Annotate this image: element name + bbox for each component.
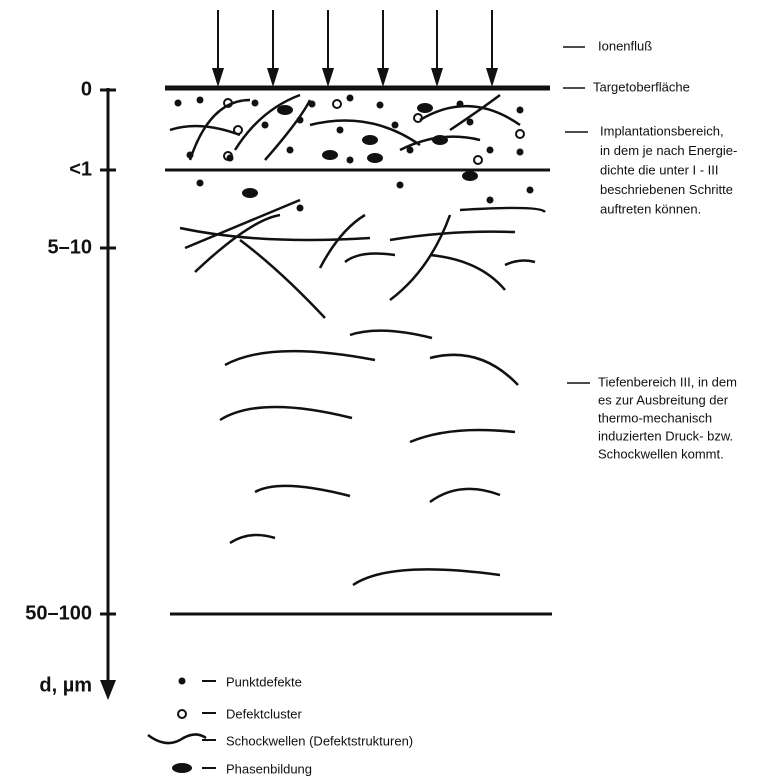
shock-wave [169, 124, 241, 137]
annotation-text: in dem je nach Energie- [600, 143, 737, 158]
depth-label: 50–100 [25, 602, 92, 624]
depth-label: 0 [81, 78, 92, 100]
shock-wave [229, 533, 276, 545]
annotation-text: Ionenfluß [598, 38, 652, 53]
legend-label: Schockwellen (Defektstrukturen) [226, 733, 413, 748]
legend-label: Phasenbildung [226, 761, 312, 776]
ion-arrowhead [377, 68, 389, 87]
shock-wave [389, 214, 452, 301]
legend-phase [172, 763, 192, 773]
shock-wave [239, 239, 326, 319]
annotation-text: Implantationsbereich, [600, 123, 724, 138]
shock-wave [349, 329, 433, 340]
point-defect [261, 121, 269, 129]
legend-label: Punktdefekte [226, 674, 302, 689]
point-defect [516, 106, 524, 114]
shock-wave [194, 213, 281, 273]
shock-wave [429, 353, 519, 386]
depth-label: 5–10 [48, 236, 93, 258]
defect-cluster [223, 151, 233, 161]
shock-wave [352, 568, 501, 587]
shock-wave [219, 405, 353, 422]
point-defect [196, 179, 204, 187]
depth-unit: d, µm [39, 674, 92, 696]
axis-arrow [100, 680, 116, 700]
ion-arrowhead [212, 68, 224, 87]
point-defect [526, 186, 534, 194]
point-defect [346, 156, 354, 164]
point-defect [466, 118, 474, 126]
annotation-text: beschriebenen Schritte [600, 182, 733, 197]
shock-wave [504, 259, 536, 267]
legend-wave [147, 733, 207, 745]
shock-wave [233, 93, 301, 151]
point-defect [486, 196, 494, 204]
annotation-text: Targetoberfläche [593, 79, 690, 94]
point-defect [174, 99, 182, 107]
shock-wave [459, 206, 547, 213]
shock-wave [179, 226, 371, 242]
shock-wave [309, 119, 421, 147]
point-defect [296, 204, 304, 212]
shock-wave [409, 428, 516, 444]
ion-arrowhead [486, 68, 498, 87]
shock-wave [254, 484, 351, 498]
phase-formation [362, 135, 378, 145]
defect-cluster [515, 129, 525, 139]
shock-wave [318, 213, 366, 269]
annotation-text: Tiefenbereich III, in dem [598, 374, 737, 389]
phase-formation [242, 188, 258, 198]
annotation-text: es zur Ausbreitung der [598, 392, 729, 407]
point-defect [308, 100, 316, 108]
point-defect [196, 96, 204, 104]
defect-cluster [332, 99, 342, 109]
ion-arrowhead [431, 68, 443, 87]
phase-formation [417, 103, 433, 113]
ion-arrowhead [322, 68, 334, 87]
point-defect [286, 146, 294, 154]
shock-wave [429, 253, 506, 291]
shock-wave [344, 252, 396, 264]
point-defect [486, 146, 494, 154]
shock-wave [429, 487, 501, 504]
point-defect [406, 146, 414, 154]
point-defect [516, 148, 524, 156]
ion-arrowhead [267, 68, 279, 87]
shock-wave [449, 93, 501, 132]
point-defect [346, 94, 354, 102]
shock-wave [184, 198, 301, 250]
point-defect [391, 121, 399, 129]
shock-wave [224, 349, 376, 367]
phase-formation [462, 171, 478, 181]
legend-cluster [177, 709, 187, 719]
annotation-text: dichte die unter I - III [600, 162, 719, 177]
shock-wave [399, 135, 481, 152]
point-defect [396, 181, 404, 189]
point-defect [336, 126, 344, 134]
shock-wave [188, 98, 251, 161]
shock-wave [389, 230, 516, 242]
legend-label: Defektcluster [226, 706, 303, 721]
depth-label: <1 [69, 158, 92, 180]
annotation-text: auftreten können. [600, 201, 701, 216]
defect-cluster [473, 155, 483, 165]
phase-formation [277, 105, 293, 115]
phase-formation [322, 150, 338, 160]
point-defect [251, 99, 259, 107]
annotation-text: Schockwellen kommt. [598, 446, 724, 461]
legend-point [178, 677, 186, 685]
annotation-text: thermo-mechanisch [598, 410, 712, 425]
phase-formation [367, 153, 383, 163]
point-defect [376, 101, 384, 109]
shock-wave [264, 99, 312, 161]
annotation-text: induzierten Druck- bzw. [598, 428, 733, 443]
shock-wave [419, 104, 521, 127]
